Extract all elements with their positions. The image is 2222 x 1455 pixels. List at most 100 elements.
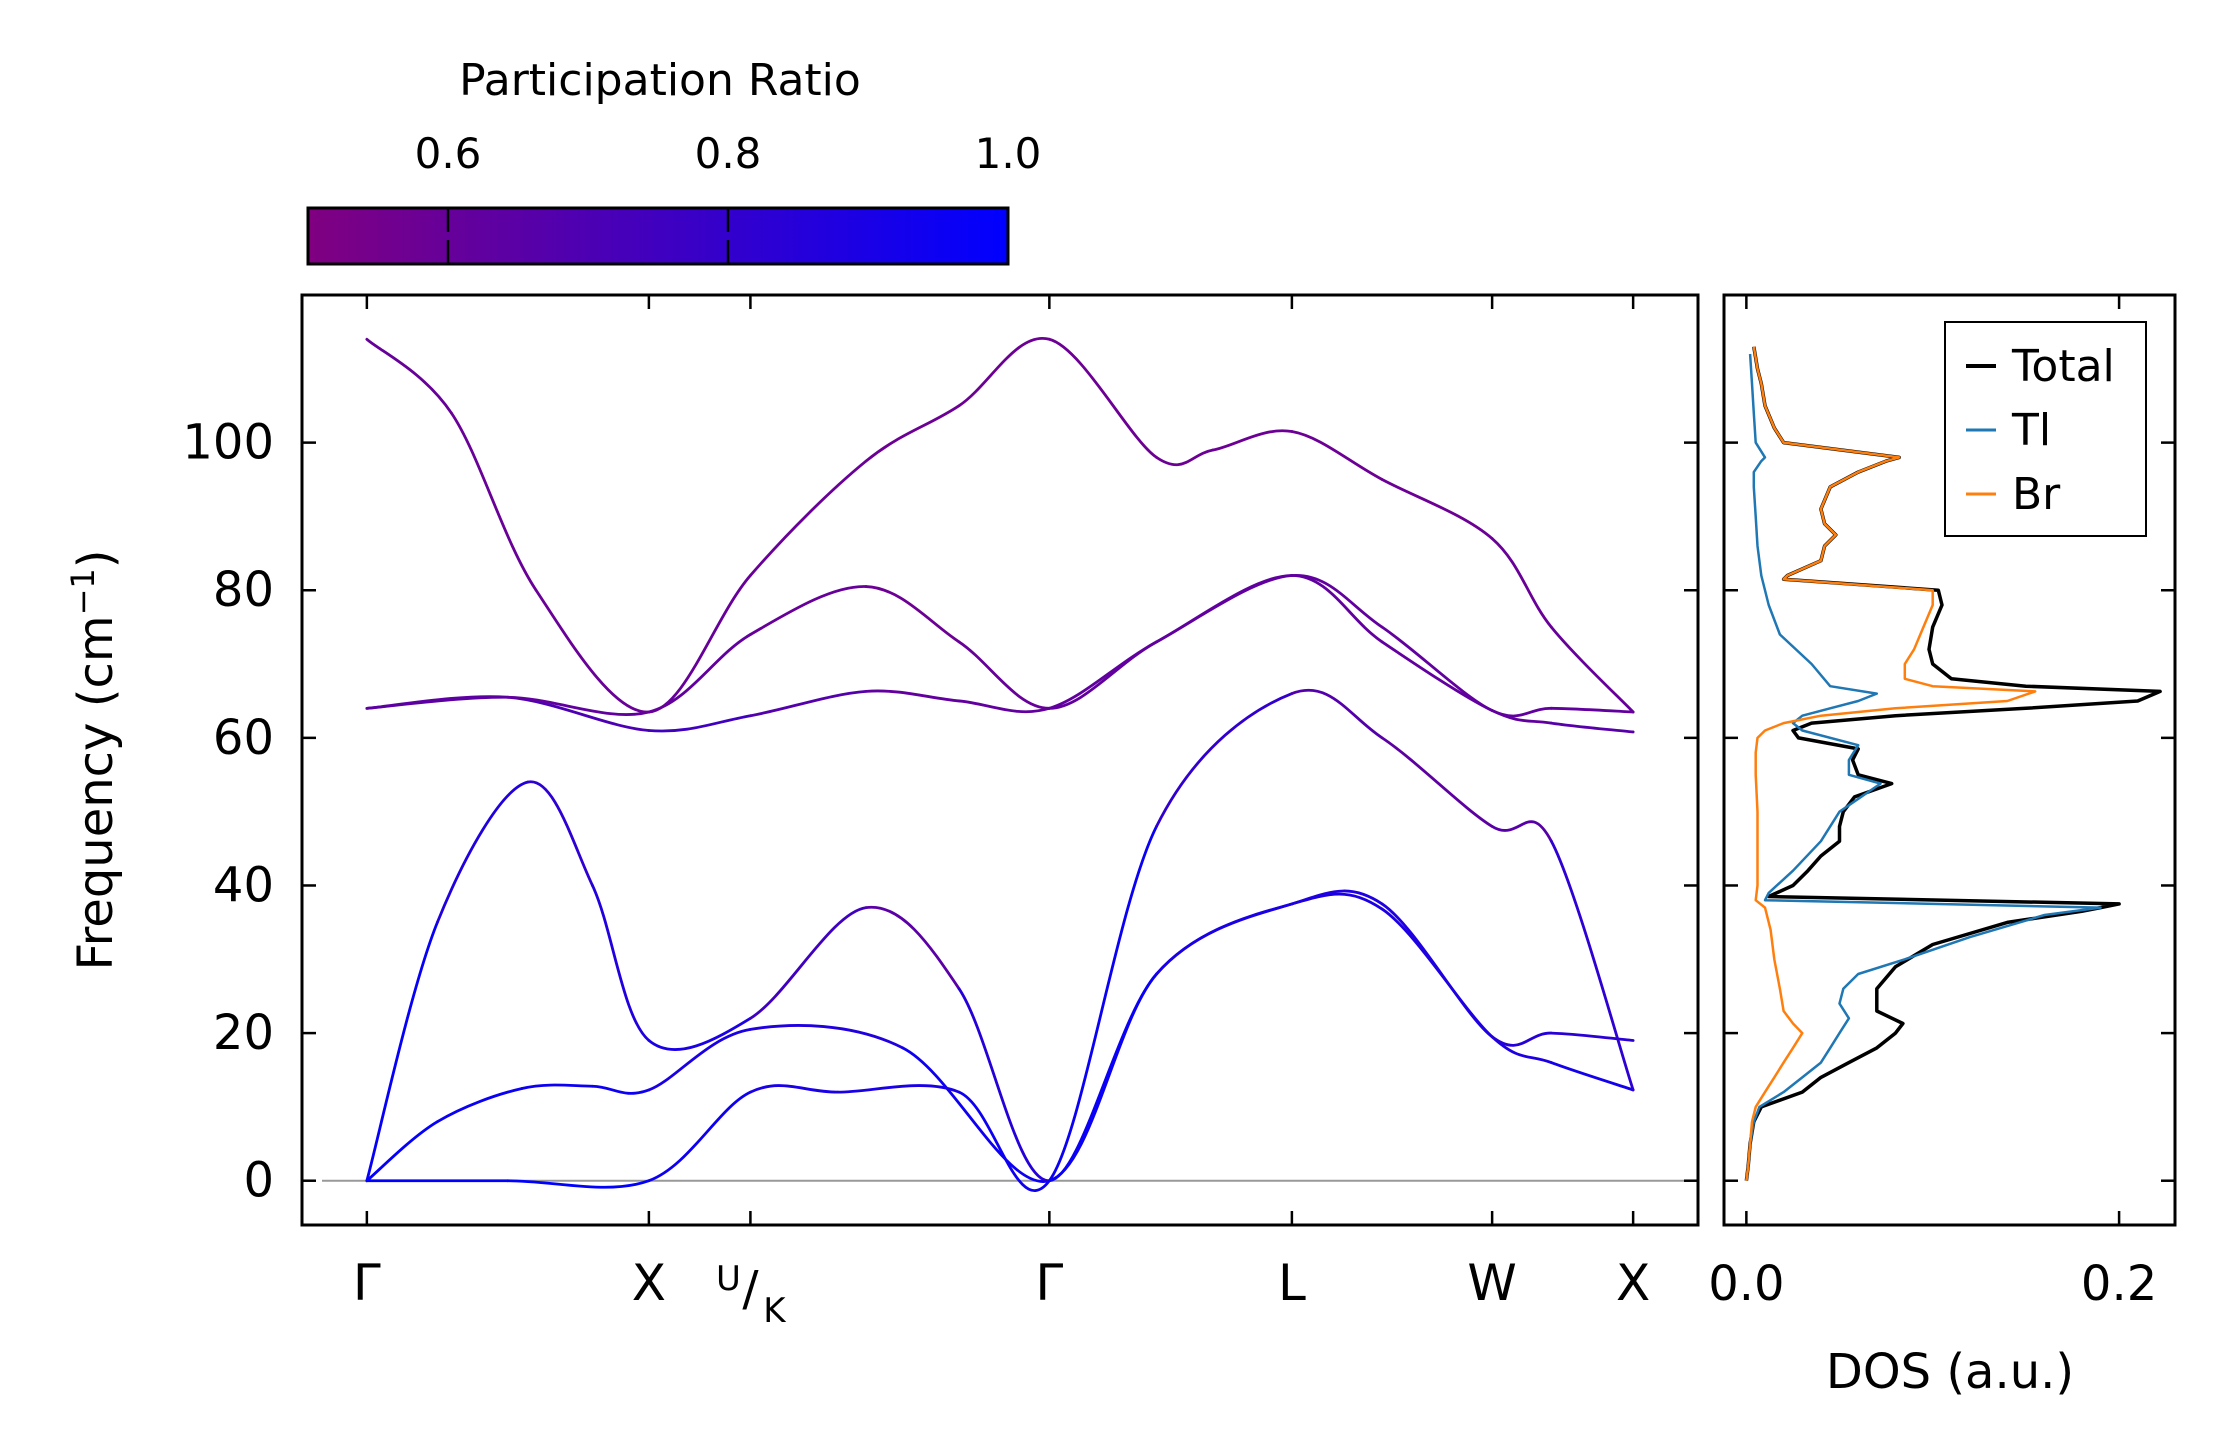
band-segment	[1155, 574, 1294, 644]
band-segment	[647, 633, 752, 714]
band-segment	[1290, 688, 1384, 740]
band-segment	[534, 588, 651, 714]
band-band-4	[365, 574, 1635, 733]
band-segment	[435, 1087, 524, 1124]
legend-label: Br	[2012, 469, 2061, 520]
y-tick-label: 0	[243, 1153, 274, 1209]
band-segment	[1380, 902, 1494, 1039]
band-segment	[864, 404, 961, 463]
band-segment	[1155, 574, 1294, 644]
band-segment	[1490, 820, 1553, 843]
band-segment	[365, 695, 510, 710]
band-segment	[506, 1179, 651, 1189]
band-segment	[1490, 537, 1553, 629]
band-segment	[520, 1083, 594, 1090]
band-segment	[749, 906, 868, 1020]
dos-x-ticks: 0.0 0.2	[1708, 295, 2157, 1312]
band-segment	[1380, 907, 1494, 1039]
band-segment	[1549, 706, 1635, 714]
x-tick-label: L	[1278, 1254, 1306, 1312]
band-segment	[1047, 640, 1158, 710]
x-tick-label: Γ	[1035, 1254, 1063, 1312]
y-label-close: )	[68, 549, 124, 568]
band-segment	[1155, 448, 1215, 467]
band-segment	[1490, 1035, 1553, 1065]
band-segment	[1549, 839, 1635, 1092]
dos-x-axis-label: DOS (a.u.)	[1826, 1344, 2074, 1400]
x-tick-label: X	[1616, 1254, 1650, 1312]
x-tick-label: X	[632, 1254, 666, 1312]
dos-lines	[1744, 346, 2162, 1181]
band-segment	[957, 699, 1051, 714]
band-segment	[901, 1046, 1051, 1183]
band-y-ticks: 0 20 40 60 80 100	[182, 415, 1698, 1209]
band-segment	[1155, 902, 1294, 976]
band-segment	[1549, 1031, 1635, 1042]
y-tick-label: 40	[213, 857, 274, 913]
band-segment	[1490, 709, 1553, 725]
band-segment	[647, 1028, 752, 1092]
y-label-superscript: −1	[64, 568, 102, 615]
colorbar-tick-label: 0.8	[695, 129, 762, 178]
band-band-6	[365, 337, 1635, 714]
band-segment	[1290, 889, 1384, 906]
band-segment	[1380, 478, 1494, 540]
band-segment	[957, 337, 1051, 408]
y-tick-label: 100	[182, 415, 274, 471]
y-tick-label: 60	[213, 710, 274, 766]
band-segment	[647, 574, 752, 714]
band-segment	[591, 1084, 651, 1095]
legend-label: Total	[2011, 341, 2115, 392]
band-segment	[435, 780, 530, 924]
band-y-axis-label: Frequency (cm−1)	[64, 549, 124, 970]
dos-line-br	[1745, 346, 2037, 1181]
x-tick-label: Γ	[353, 1254, 381, 1312]
band-segment	[864, 905, 961, 991]
band-segment	[526, 780, 594, 887]
band-segment	[749, 459, 868, 577]
x-tick-label-upper: U	[716, 1259, 741, 1299]
band-segment	[864, 585, 961, 644]
band-segment	[749, 1024, 905, 1050]
band-segment	[1155, 692, 1294, 828]
dos-legend: Total Tl Br	[1944, 321, 2147, 537]
band-segment	[1380, 640, 1494, 712]
band-segment	[1290, 574, 1384, 644]
band-band-5	[365, 574, 1635, 734]
band-segment	[864, 689, 961, 703]
y-tick-label: 80	[213, 562, 274, 618]
band-segment	[647, 714, 752, 733]
dos-y-ticks	[1724, 441, 2175, 1182]
band-axes-frame	[300, 293, 1700, 1227]
dos-x-tick-label: 0.0	[1708, 1256, 1784, 1312]
band-segment	[957, 640, 1051, 710]
x-tick-label-slash: /	[742, 1261, 759, 1317]
band-segment	[1490, 1031, 1553, 1047]
band-segment	[957, 1090, 1051, 1192]
band-segment	[365, 920, 439, 1183]
colorbar-label: Participation Ratio	[459, 55, 861, 106]
dos-axes-frame	[1722, 293, 2177, 1227]
band-segment	[836, 1084, 961, 1094]
band-segment	[749, 1084, 840, 1094]
band-segment	[591, 884, 651, 1042]
band-band-1	[365, 892, 1635, 1183]
band-segment	[1380, 736, 1494, 828]
colorbar-tick-label: 1.0	[975, 129, 1042, 178]
band-segment	[1211, 429, 1294, 452]
legend-label: Tl	[2011, 405, 2051, 456]
band-structure-panel: 0 20 40 60 80 100 Γ X U / K Γ L W X Frequency (cm−1)	[64, 293, 1700, 1331]
band-segment	[1549, 625, 1635, 714]
band-segment	[749, 689, 868, 718]
colorbar-ticks: 0.6 0.8 1.0	[415, 129, 1042, 264]
band-segment	[1549, 721, 1635, 734]
band-segment	[450, 411, 538, 592]
colorbar: Participation Ratio 0.6 0.8 1.0	[306, 55, 1042, 266]
band-lines	[365, 337, 1635, 1192]
y-label-main: Frequency (cm	[68, 615, 124, 970]
band-segment	[647, 1016, 752, 1051]
band-segment	[1549, 1061, 1635, 1092]
band-segment	[957, 987, 1051, 1183]
band-segment	[1047, 825, 1158, 1183]
